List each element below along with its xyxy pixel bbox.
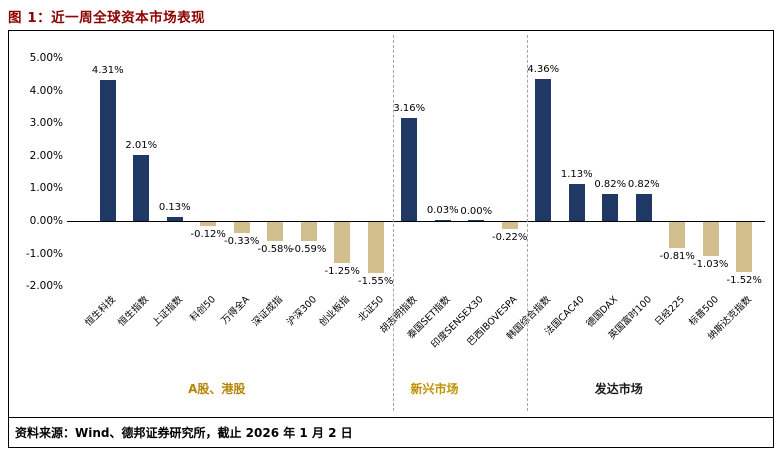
- bar-value-label: 3.16%: [393, 102, 426, 114]
- bar: [233, 222, 250, 233]
- group-separator: [526, 35, 528, 411]
- bar: [334, 222, 351, 263]
- y-axis-tick-label: 1.00%: [29, 182, 63, 195]
- bar: [535, 78, 552, 221]
- group-separator: [392, 35, 394, 411]
- x-axis-label: 万得全A: [219, 294, 252, 327]
- x-axis-label: 上证指数: [149, 294, 185, 329]
- bar-value-label: -0.12%: [190, 228, 226, 240]
- bar: [401, 117, 418, 221]
- source-note: 资料来源：Wind、德邦证券研究所，截止 2026 年 1 月 2 日: [8, 417, 774, 448]
- bar: [166, 216, 183, 221]
- x-axis-label: 日经225: [653, 294, 688, 329]
- bar-value-label: 0.13%: [158, 201, 191, 213]
- y-axis-tick-label: 0.00%: [29, 215, 63, 227]
- group-label: A股、港股: [188, 382, 246, 396]
- bar: [200, 222, 217, 226]
- bar-value-label: -1.25%: [324, 265, 360, 277]
- bar-value-label: 2.01%: [125, 140, 158, 152]
- bar-value-label: -1.55%: [358, 275, 394, 287]
- bar-value-label: -0.33%: [224, 235, 260, 247]
- x-axis-label: 创业板指: [317, 294, 353, 329]
- bar-value-label: 4.36%: [527, 63, 560, 75]
- bar-value-label: 0.00%: [460, 206, 493, 217]
- bar: [702, 222, 719, 256]
- bar: [99, 80, 116, 221]
- bar: [434, 220, 451, 221]
- bar-value-label: -1.03%: [693, 258, 729, 270]
- bar: [267, 222, 284, 241]
- bar: [568, 184, 585, 221]
- source-text: 资料来源：Wind、德邦证券研究所，截止 2026 年 1 月 2 日: [15, 426, 353, 440]
- figure-title: 图 1：近一周全球资本市场表现: [8, 10, 206, 26]
- bar: [669, 222, 686, 249]
- bar-value-label: 0.03%: [426, 205, 459, 217]
- bar-value-label: 1.13%: [560, 169, 593, 181]
- y-axis-tick-label: 2.00%: [29, 149, 63, 162]
- y-axis-tick-label: 5.00%: [29, 52, 63, 64]
- bar: [300, 222, 317, 242]
- bar: [501, 222, 518, 230]
- bar: [367, 222, 384, 273]
- x-axis-label: 深证成指: [250, 294, 286, 329]
- bar-value-label: 0.82%: [594, 179, 627, 191]
- bar-value-label: -0.22%: [492, 232, 528, 244]
- y-axis-tick-label: 4.00%: [29, 84, 63, 97]
- bar: [133, 155, 150, 221]
- bar-value-label: -0.59%: [291, 244, 327, 256]
- x-axis-label: 恒生指数: [116, 294, 152, 329]
- y-axis-tick-label: -2.00%: [25, 280, 63, 293]
- x-axis-label: 沪深300: [284, 294, 319, 329]
- y-axis-tick-label: -1.00%: [25, 247, 63, 260]
- bar: [635, 194, 652, 221]
- bar: [602, 194, 619, 221]
- x-axis-zero-line: [67, 221, 765, 222]
- x-axis-label: 科创50: [188, 294, 219, 325]
- plot-area: 5.00% 4.00% 3.00% 2.00% 1.00% 0.00% -1.00% -2.0…: [9, 31, 773, 417]
- group-label: 发达市场: [594, 382, 643, 396]
- bar-value-label: -0.81%: [659, 251, 695, 263]
- chart-container: 5.00% 4.00% 3.00% 2.00% 1.00% 0.00% -1.00% -2.0…: [8, 30, 774, 418]
- bar-value-label: 4.31%: [91, 65, 124, 77]
- x-axis-label: 恒生科技: [82, 294, 118, 329]
- group-label: 新兴市场: [410, 382, 459, 396]
- y-axis-tick-label: 3.00%: [29, 117, 63, 130]
- bar-value-label: -1.52%: [726, 274, 762, 286]
- bar-value-label: -0.58%: [257, 243, 293, 255]
- bar-value-label: 0.82%: [627, 179, 660, 191]
- bar: [468, 220, 485, 221]
- bar: [736, 222, 753, 272]
